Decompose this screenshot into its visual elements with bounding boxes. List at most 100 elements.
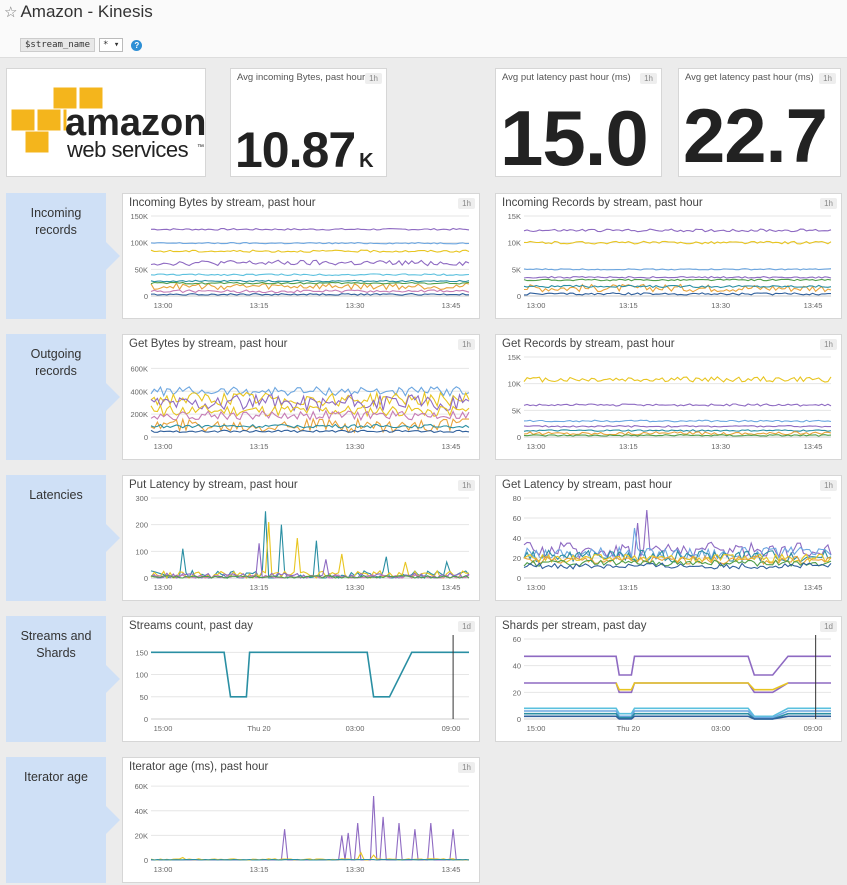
series-line [523,431,832,436]
dashboard-header: ☆ Amazon - Kinesis $stream_name * ▾ ? [0,0,847,58]
y-tick-label: 0 [144,433,148,442]
chart-title: Get Records by stream, past hour [502,338,675,350]
chart-title: Incoming Records by stream, past hour [502,197,703,209]
series-line [150,279,470,283]
chart-tile-shards-per-stream[interactable]: Shards per stream, past day 1d 0 20 40 60 15… [495,616,842,742]
x-tick-label: 13:00 [154,865,173,874]
x-tick-label: 13:15 [250,301,269,310]
chart-tile-get-bytes[interactable]: Get Bytes by stream, past hour 1h 0 200K 4… [122,334,480,460]
x-tick-label: 13:30 [711,301,730,310]
y-tick-label: 600K [130,364,148,373]
series-line [150,575,470,579]
x-tick-label: 13:45 [442,301,461,310]
y-tick-label: 0 [517,574,521,583]
x-tick-label: 13:15 [619,583,638,592]
chart-tile-incoming-bytes[interactable]: Incoming Bytes by stream, past hour 1h 0… [122,193,480,319]
series-line [523,429,832,432]
qv-value: 10.87 K [235,121,374,179]
chart-tile-put-latency[interactable]: Put Latency by stream, past hour 1h 0 100… [122,475,480,601]
x-tick-label: 13:45 [442,865,461,874]
chart-title: Get Latency by stream, past hour [502,479,673,491]
y-tick-label: 80 [513,494,521,503]
y-tick-label: 20K [135,831,148,840]
series-line [523,555,832,565]
x-tick-label: 13:30 [346,442,365,451]
y-tick-label: 5K [512,406,521,415]
chart-tile-incoming-records[interactable]: Incoming Records by stream, past hour 1h… [495,193,842,319]
section-iterator-age: Iterator age [6,757,120,883]
series-line [150,282,470,291]
series-line [150,429,470,434]
section-label-line: records [35,223,77,237]
y-tick-label: 60 [513,514,521,523]
template-variable-name: $stream_name [20,38,96,52]
x-tick-label: 13:00 [527,583,546,592]
chart-svg: 0 50 100 150 15:00 Thu 20 03:00 09:00 [135,635,469,733]
x-tick-label: 13:30 [346,865,365,874]
series-line [523,562,832,570]
qv-value: 15.0 [500,94,649,182]
chart-tile-iterator-age[interactable]: Iterator age (ms), past hour 1h 0 20K 40K 6… [122,757,480,883]
timeframe-badge: 1h [820,339,837,350]
chart-tile-get-latency[interactable]: Get Latency by stream, past hour 1h 0 20 4… [495,475,842,601]
series-line [524,712,831,720]
x-tick-label: 13:45 [442,583,461,592]
y-tick-label: 200K [130,410,148,419]
x-tick-label: Thu 20 [247,724,270,733]
x-tick-label: 13:30 [346,583,365,592]
y-tick-label: 100 [135,671,148,680]
qv-tile-put-latency[interactable]: Avg put latency past hour (ms) 1h 15.0 [495,68,662,182]
y-tick-label: 0 [517,292,521,301]
series-line [524,710,831,719]
series-line [523,240,832,245]
x-tick-label: 15:00 [154,724,173,733]
series-line [150,858,470,861]
section-streams-and-shards: Streams and Shards [6,616,120,742]
series-line [523,559,832,567]
y-tick-label: 40K [135,807,148,816]
qv-tile-get-latency[interactable]: Avg get latency past hour (ms) 1h 22.7 [678,68,841,179]
y-tick-label: 40 [513,662,521,671]
dashboard-title: Amazon - Kinesis [20,2,153,21]
help-circle-icon[interactable]: ? [131,39,143,51]
series-line [523,419,832,423]
x-tick-label: 13:45 [804,442,823,451]
chart-svg: 0 100 200 300 13:00 13:15 13:30 13:45 [135,494,470,592]
x-tick-label: 15:00 [527,724,546,733]
qv-number: 10.87 [235,122,356,178]
qv-title: Avg put latency past hour (ms) [502,72,631,83]
template-variable-select[interactable]: * ▾ [99,38,124,52]
chart-tile-get-records[interactable]: Get Records by stream, past hour 1h 0 5K 1… [495,334,842,460]
section-label-line: Streams and [20,629,92,643]
y-tick-label: 50K [135,265,148,274]
chart-svg: 0 20 40 60 80 13:00 13:15 13:30 13:45 [513,494,832,592]
star-outline-icon[interactable]: ☆ [4,4,18,21]
x-tick-label: 13:00 [527,442,546,451]
series-line [150,249,470,253]
y-tick-label: 300 [135,494,148,503]
series-line [524,283,832,293]
x-tick-label: 09:00 [804,724,823,733]
qv-unit: K [359,150,374,172]
x-tick-label: 13:30 [711,442,730,451]
y-tick-label: 10K [508,380,521,389]
y-tick-label: 60K [135,782,148,791]
timeframe-badge: 1h [458,339,475,350]
y-tick-label: 0 [144,715,148,724]
timeframe-badge: 1d [458,621,475,632]
qv-tile-incoming-bytes[interactable]: Avg incoming Bytes, past hour 1h 10.87 K [230,68,387,179]
series-line [150,409,470,422]
chart-svg: 0 5K 10K 15K 13:00 13:15 13:30 13:45 [508,212,832,310]
qv-title: Avg get latency past hour (ms) [685,72,814,83]
series-line [150,227,470,231]
section-latencies: Latencies [6,475,120,601]
series-line [150,511,470,579]
series-line [151,651,469,698]
series-line [150,851,469,861]
y-tick-label: 5K [512,265,521,274]
x-tick-label: 13:15 [250,583,269,592]
x-tick-label: 13:00 [154,301,173,310]
section-outgoing-records: Outgoing records [6,334,120,460]
series-line [523,278,832,282]
chart-tile-streams-count[interactable]: Streams count, past day 1d 0 50 100 150 15:0… [122,616,480,742]
